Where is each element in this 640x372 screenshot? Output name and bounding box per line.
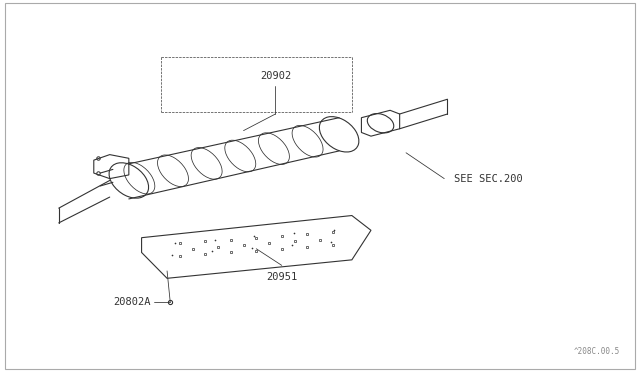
Text: ^208C.00.5: ^208C.00.5 <box>573 347 620 356</box>
Text: 20951: 20951 <box>266 272 298 282</box>
Text: SEE SEC.200: SEE SEC.200 <box>454 174 523 184</box>
Text: 20902: 20902 <box>260 71 291 81</box>
Text: 20802A: 20802A <box>114 297 151 307</box>
